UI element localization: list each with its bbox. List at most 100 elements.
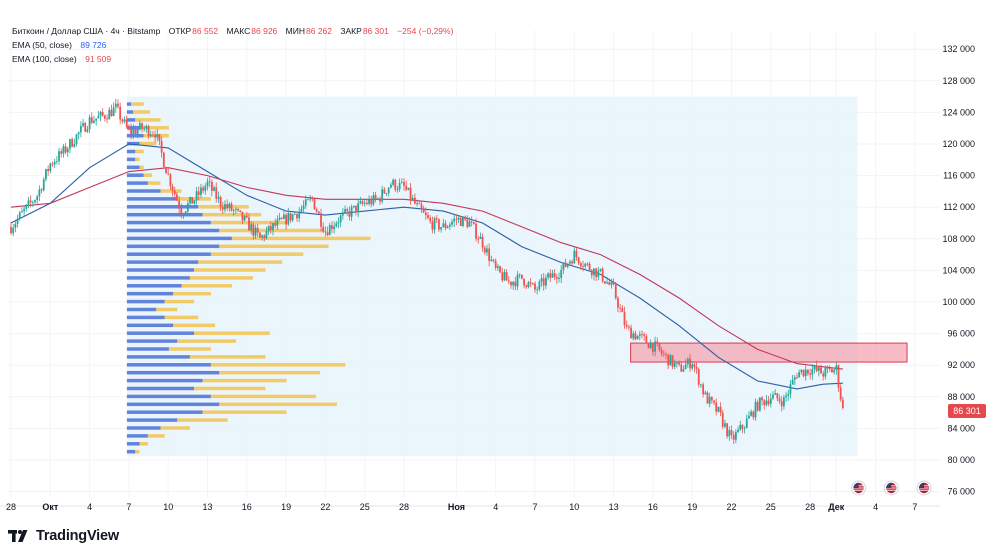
candle-body (228, 203, 231, 208)
candle-body (315, 209, 318, 212)
candle-body (719, 406, 722, 413)
candle-body (248, 217, 250, 231)
candle-body (429, 218, 432, 222)
candle-body (75, 134, 78, 145)
candle-body (36, 196, 39, 201)
candle-body (409, 187, 412, 200)
candle-body (206, 181, 209, 187)
vp-sell-bar (198, 260, 283, 264)
candle-body (737, 429, 739, 433)
ema100-row[interactable]: EMA (100, close) 91 509 (12, 52, 453, 66)
symbol-title[interactable]: Биткоин / Доллар США · 4ч · Bitstamp (12, 26, 161, 36)
vp-sell-bar (231, 236, 371, 241)
x-tick-label: 4 (873, 502, 878, 512)
resistance-zone[interactable] (630, 342, 908, 363)
y-tick-label: 120 000 (942, 139, 975, 149)
candle-body (149, 134, 152, 137)
candle-body (623, 312, 626, 326)
candle-body (82, 123, 84, 126)
candle-body (263, 235, 266, 238)
candle-body (610, 282, 613, 285)
x-tick-label: 25 (360, 502, 370, 512)
y-tick-label: 128 000 (942, 76, 975, 86)
candle-body (112, 107, 115, 117)
candle-body (326, 232, 329, 236)
candle-body (296, 214, 298, 219)
candle-body (376, 198, 379, 200)
candle-body (706, 392, 709, 404)
candle-body (60, 151, 63, 154)
vp-buy-bar (126, 386, 195, 391)
ema50-label: EMA (50, close) (12, 40, 72, 50)
vp-buy-bar (126, 315, 165, 320)
vp-buy-bar (126, 394, 211, 399)
vp-sell-bar (198, 205, 249, 209)
tradingview-logo[interactable]: TradingView (8, 528, 119, 544)
candle-body (390, 184, 392, 188)
candle-body (571, 261, 574, 264)
candle-body (558, 277, 560, 279)
candle-body (114, 103, 117, 108)
candle-body (802, 369, 805, 377)
candle-body (232, 210, 235, 211)
vp-buy-bar (126, 244, 220, 249)
ema100-value: 91 509 (85, 54, 112, 64)
price-axis[interactable]: 76 000 80 000 84 000 88 000 92 000 96 000 100 … (942, 44, 975, 496)
x-tick-label: Дек (828, 502, 845, 512)
event-icons[interactable] (851, 480, 932, 496)
candle-body (549, 273, 552, 278)
candle-body (783, 397, 785, 407)
candle-body (400, 182, 403, 183)
candle-body (682, 369, 685, 372)
candle-body (774, 393, 777, 395)
vp-buy-bar (126, 173, 144, 177)
candle-body (841, 399, 844, 408)
candle-body (776, 393, 779, 399)
candle-body (826, 367, 829, 369)
candle-body (763, 400, 766, 406)
candle-body (269, 225, 272, 231)
candle-body (363, 202, 366, 204)
vp-sell-bar (160, 189, 182, 193)
candle-body (123, 119, 126, 122)
candle-body (176, 194, 178, 201)
candle-body (101, 111, 104, 116)
candle-body (40, 189, 43, 191)
candle-body (365, 202, 368, 205)
vp-sell-bar (219, 228, 325, 233)
candle-body (564, 262, 567, 267)
time-axis[interactable]: 28 Окт 4 7 10 13 16 19 22 25 28 Ноя 4 7 10 13 16 19 22 25 28… (0, 502, 940, 512)
x-tick-label: 10 (569, 502, 579, 512)
vp-buy-bar (126, 118, 136, 122)
vp-buy-bar (126, 276, 190, 280)
vp-sell-bar (177, 339, 237, 343)
vp-sell-bar (194, 386, 266, 391)
candle-body (69, 139, 71, 149)
candle-body (291, 214, 294, 221)
candle-body (734, 432, 737, 440)
candle-body (14, 223, 17, 228)
vp-sell-bar (143, 173, 153, 177)
candle-body (654, 341, 656, 352)
low-label: МИН (285, 26, 305, 36)
symbol-row: Биткоин / Доллар США · 4ч · Bitstamp ОТК… (12, 24, 453, 38)
vp-buy-bar (126, 157, 136, 162)
candle-body (237, 209, 239, 211)
candle-body (97, 115, 100, 119)
vp-sell-bar (194, 331, 270, 335)
vp-buy-bar (126, 205, 199, 209)
candle-body (796, 377, 798, 379)
candle-body (638, 334, 641, 336)
y-tick-label: 100 000 (942, 297, 975, 307)
ema100-line (10, 167, 843, 370)
candle-body (584, 263, 587, 267)
candle-body (287, 213, 290, 225)
candle-body (173, 190, 176, 195)
candle-body (42, 179, 45, 191)
candle-body (197, 191, 200, 195)
ema50-row[interactable]: EMA (50, close) 89 726 (12, 38, 453, 52)
candle-body (475, 223, 477, 239)
candle-body (617, 298, 619, 308)
candle-body (798, 372, 801, 378)
